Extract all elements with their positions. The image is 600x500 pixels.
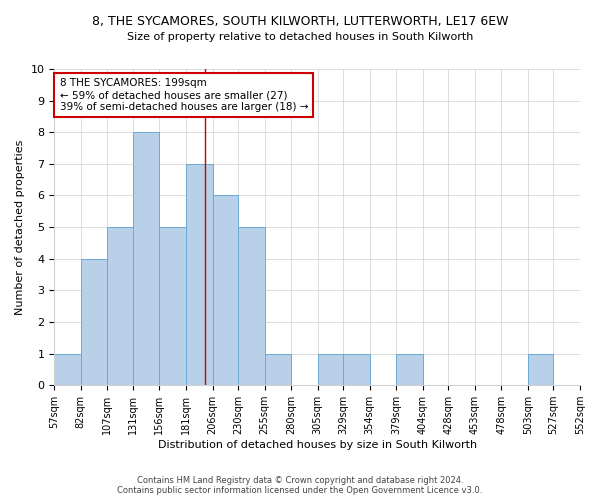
Bar (54, 354, 81, 385)
Bar (81, 258, 107, 385)
Bar (343, 354, 370, 385)
Bar (265, 354, 291, 385)
Bar (528, 354, 553, 385)
Bar (396, 354, 423, 385)
Bar (238, 227, 265, 385)
Bar (160, 227, 186, 385)
Text: 8, THE SYCAMORES, SOUTH KILWORTH, LUTTERWORTH, LE17 6EW: 8, THE SYCAMORES, SOUTH KILWORTH, LUTTER… (92, 15, 508, 28)
Text: 8 THE SYCAMORES: 199sqm
← 59% of detached houses are smaller (27)
39% of semi-de: 8 THE SYCAMORES: 199sqm ← 59% of detache… (59, 78, 308, 112)
Bar (317, 354, 343, 385)
X-axis label: Distribution of detached houses by size in South Kilworth: Distribution of detached houses by size … (158, 440, 477, 450)
Bar (133, 132, 160, 385)
Bar (107, 227, 133, 385)
Text: Contains HM Land Registry data © Crown copyright and database right 2024.
Contai: Contains HM Land Registry data © Crown c… (118, 476, 482, 495)
Bar (212, 196, 238, 385)
Y-axis label: Number of detached properties: Number of detached properties (15, 140, 25, 315)
Bar (186, 164, 212, 385)
Text: Size of property relative to detached houses in South Kilworth: Size of property relative to detached ho… (127, 32, 473, 42)
